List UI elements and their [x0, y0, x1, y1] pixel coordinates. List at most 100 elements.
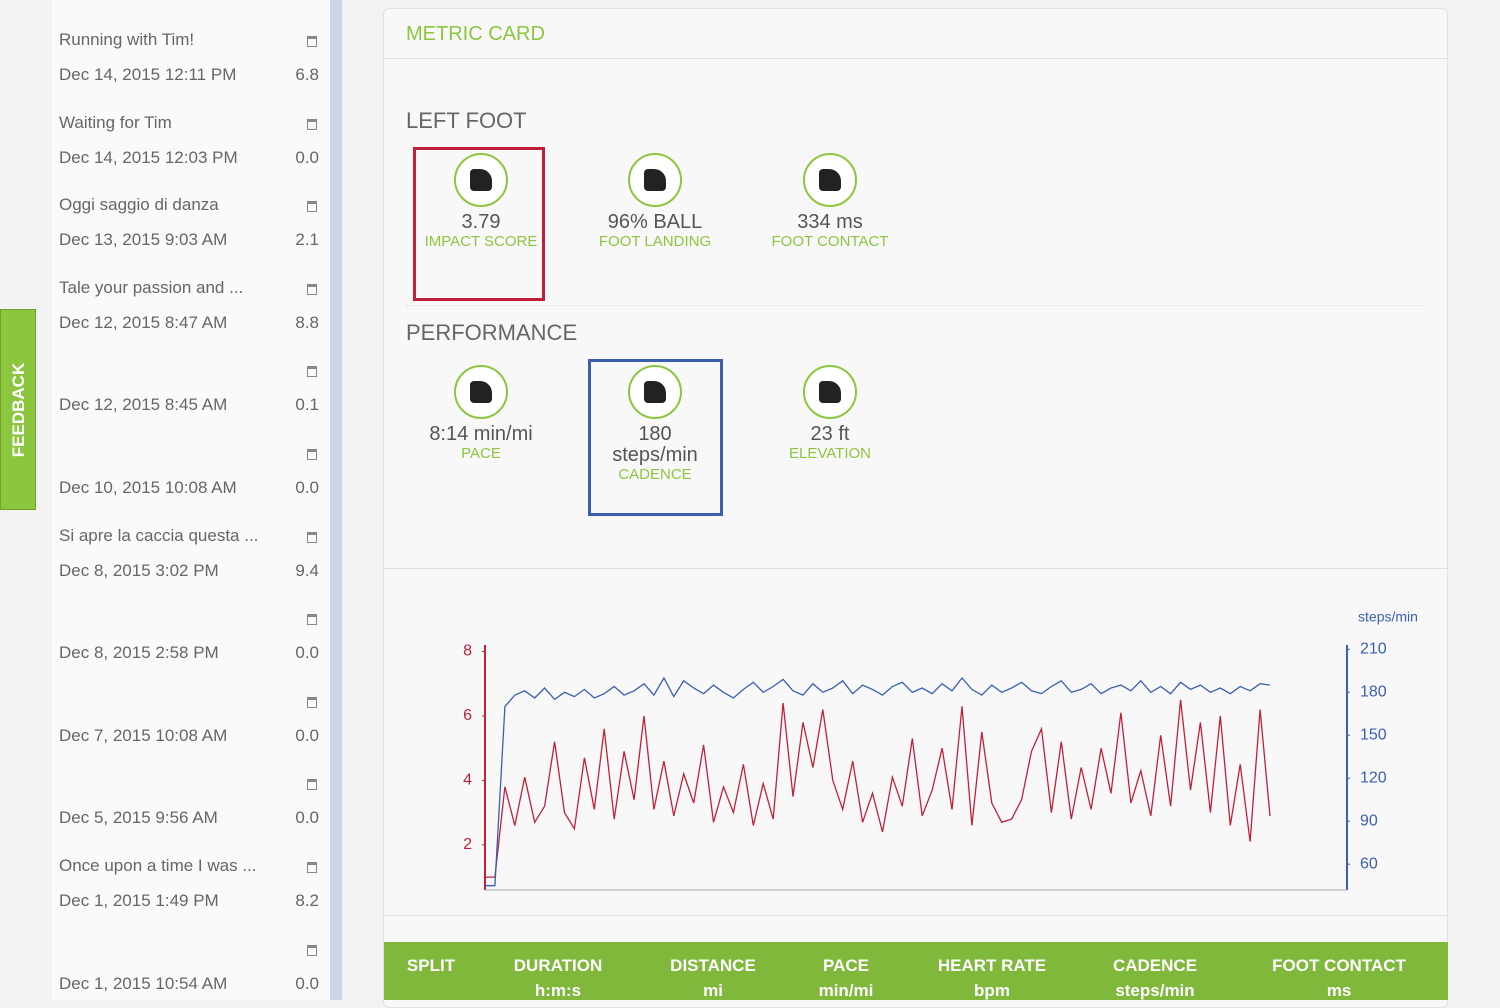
activity-date: Dec 8, 2015 2:58 PM	[59, 643, 219, 663]
activity-date: Dec 14, 2015 12:11 PM	[59, 65, 237, 84]
activity-score: 9.4	[295, 560, 319, 580]
column-header: FOOT CONTACT ms	[1259, 953, 1419, 1003]
column-header: CADENCE steps/min	[1075, 953, 1235, 1003]
metric-value: 180 steps/min	[612, 423, 698, 466]
highlight-box	[588, 359, 723, 516]
activity-title: Oggi saggio di danza	[59, 195, 219, 215]
delete-icon[interactable]	[307, 614, 317, 626]
y-tick-label: 4	[463, 772, 472, 789]
section-title: PERFORMANCE	[406, 320, 578, 345]
column-header: SPLIT	[351, 953, 511, 978]
metric-label: ELEVATION	[789, 445, 871, 462]
column-header: HEART RATE bpm	[912, 953, 1072, 1003]
column-unit: bpm	[974, 981, 1010, 1000]
divider	[406, 305, 1426, 306]
metric: 3.79 IMPACT SCORE	[401, 212, 561, 251]
delete-icon[interactable]	[307, 118, 317, 130]
column-unit: min/mi	[818, 981, 874, 1000]
column-unit: mi	[703, 981, 723, 1000]
activity-title: Waiting for Tim	[59, 112, 172, 132]
y2-tick-label: 180	[1360, 683, 1387, 700]
column-header: DISTANCE mi	[633, 953, 793, 1003]
activity-date: Dec 14, 2015 12:03 PM	[59, 147, 238, 167]
activity-score: 8.8	[295, 312, 319, 332]
delete-icon[interactable]	[307, 366, 317, 378]
activity-date: Dec 8, 2015 3:02 PM	[59, 560, 219, 580]
metric: 8:14 min/mi PACE	[401, 424, 561, 463]
delete-icon[interactable]	[307, 696, 317, 708]
metric-label: FOOT LANDING	[598, 233, 712, 250]
delete-icon[interactable]	[307, 779, 317, 791]
data-line	[485, 699, 1271, 878]
delete-icon[interactable]	[307, 283, 317, 295]
metric-icon	[628, 153, 682, 207]
metric-label: FOOT CONTACT	[771, 233, 889, 250]
metric-value: 3.79	[461, 211, 501, 233]
metric-icon	[454, 153, 508, 207]
activity-score: 0.0	[295, 808, 319, 828]
column-unit: steps/min	[1115, 981, 1195, 1000]
section-title: LEFT FOOT	[406, 108, 527, 133]
table-header: SPLIT DURATION h:m:s DISTANCE mi PACE min/mi HE…	[384, 942, 1448, 1000]
y-tick-label: 6	[463, 707, 472, 724]
metric-icon	[628, 365, 682, 419]
activity-score: 0.0	[295, 147, 319, 167]
activity-score: 0.1	[295, 395, 319, 415]
delete-icon[interactable]	[307, 862, 317, 873]
delete-icon[interactable]	[307, 944, 317, 956]
scrollbar	[330, 0, 342, 1000]
metric: 23 ft ELEVATION	[750, 424, 910, 463]
divider	[384, 568, 1447, 569]
metric-icon	[454, 365, 508, 419]
feedback-tab[interactable]: FEEDBACK	[0, 309, 36, 510]
y-tick-label: 2	[463, 836, 472, 853]
highlight-box	[413, 147, 545, 301]
activity-date: Dec 1, 2015 10:54 AM	[59, 973, 228, 993]
metric-value: 96% BALL	[607, 211, 703, 233]
column-name: FOOT CONTACT	[1272, 956, 1406, 975]
column-header: PACE min/mi	[766, 953, 926, 1003]
activity-score: 0.0	[295, 478, 319, 497]
delete-icon[interactable]	[307, 449, 317, 460]
activity-title: Running with Tim!	[59, 30, 195, 49]
data-line	[485, 676, 1271, 887]
y2-tick-label: 60	[1360, 855, 1378, 872]
delete-icon[interactable]	[307, 531, 317, 543]
card-title: METRIC CARD	[406, 23, 545, 45]
column-name: CADENCE	[1112, 956, 1198, 975]
delete-icon[interactable]	[307, 201, 317, 213]
activity-score: 6.8	[295, 65, 319, 84]
column-header: DURATION h:m:s	[478, 953, 638, 1003]
metric-value: 334 ms	[797, 211, 863, 233]
y2-tick-label: 210	[1360, 641, 1387, 658]
metric: 334 ms FOOT CONTACT	[750, 212, 910, 251]
metric-icon	[803, 365, 857, 419]
y2-tick-label: 90	[1360, 812, 1378, 829]
column-unit: ms	[1326, 981, 1352, 1000]
column-name: SPLIT	[406, 956, 456, 975]
metric-card: METRIC CARD LEFT FOOT 3.79 IMPACT SCORE 96%…	[383, 8, 1448, 1008]
activity-score: 0.0	[295, 725, 319, 745]
activity-date: Dec 12, 2015 8:47 AM	[59, 312, 228, 332]
activity-score: 0.0	[295, 643, 319, 663]
divider	[384, 915, 1447, 916]
activity-date: Dec 1, 2015 1:49 PM	[59, 891, 219, 910]
column-unit: h:m:s	[534, 981, 582, 1000]
activity-date: Dec 12, 2015 8:45 AM	[59, 395, 228, 415]
column-name: HEART RATE	[937, 956, 1047, 975]
activity-title: Once upon a time I was ...	[59, 856, 257, 875]
divider	[384, 58, 1447, 59]
metric-label: PACE	[461, 445, 501, 462]
y2-axis-label: steps/min	[1358, 609, 1418, 625]
metric-value: 8:14 min/mi	[429, 423, 533, 445]
y-tick-label: 8	[463, 643, 472, 660]
column-name: DISTANCE	[670, 956, 756, 975]
activity-date: Dec 7, 2015 10:08 AM	[59, 725, 228, 745]
metric-icon	[803, 153, 857, 207]
activity-score: 8.2	[295, 891, 319, 910]
activity-score: 0.0	[295, 973, 319, 993]
metric-label: CADENCE	[618, 466, 692, 483]
delete-icon[interactable]	[307, 36, 317, 47]
